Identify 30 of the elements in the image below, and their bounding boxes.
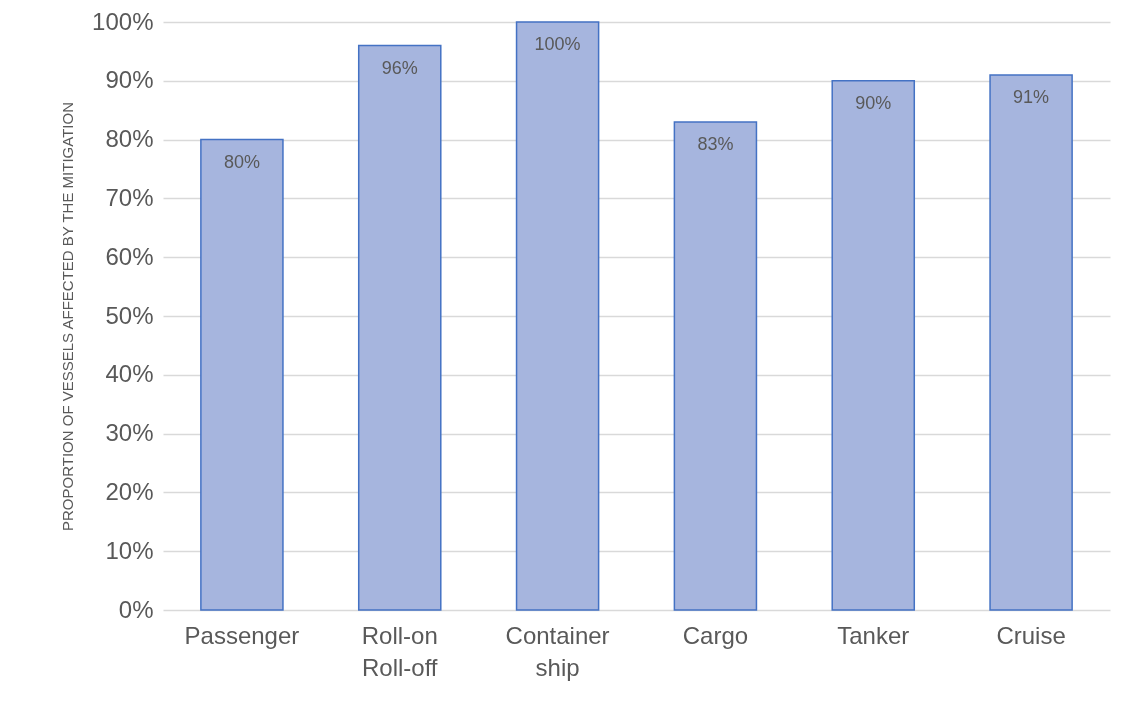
bar — [357, 44, 442, 611]
y-tick-label: 10% — [105, 536, 154, 564]
bar — [200, 138, 284, 611]
bar — [515, 21, 600, 611]
x-tick-label: Tanker — [837, 621, 910, 649]
y-tick-label: 0% — [118, 595, 154, 623]
data-label: 96% — [381, 57, 418, 78]
data-label: 80% — [223, 151, 260, 172]
y-tick-label: 20% — [105, 477, 154, 505]
data-label: 91% — [1013, 86, 1050, 107]
y-tick-label: 40% — [105, 360, 154, 388]
data-label: 100% — [534, 34, 581, 54]
data-label: 90% — [855, 92, 892, 113]
bar — [831, 80, 916, 611]
y-tick-label: 80% — [105, 125, 154, 153]
x-tick-label: Container ship — [505, 621, 610, 681]
x-tick-label: Cargo — [682, 621, 749, 649]
bar — [989, 74, 1073, 611]
y-tick-label: 30% — [105, 419, 154, 447]
y-tick-label: 60% — [105, 242, 154, 270]
y-tick-label: 50% — [105, 301, 154, 329]
x-tick-label: Cruise — [996, 621, 1066, 649]
x-tick-label: Roll-on Roll-off — [361, 621, 438, 681]
data-label: 83% — [697, 133, 734, 154]
x-tick-label: Passenger — [184, 621, 300, 649]
y-tick-label: 100% — [92, 7, 154, 35]
y-axis-title: PROPORTION OF VESSELS AFFECTED BY THE MITIGATION — [59, 102, 77, 531]
y-tick-label: 70% — [105, 183, 154, 211]
bar — [673, 121, 758, 611]
y-tick-label: 90% — [105, 66, 154, 94]
